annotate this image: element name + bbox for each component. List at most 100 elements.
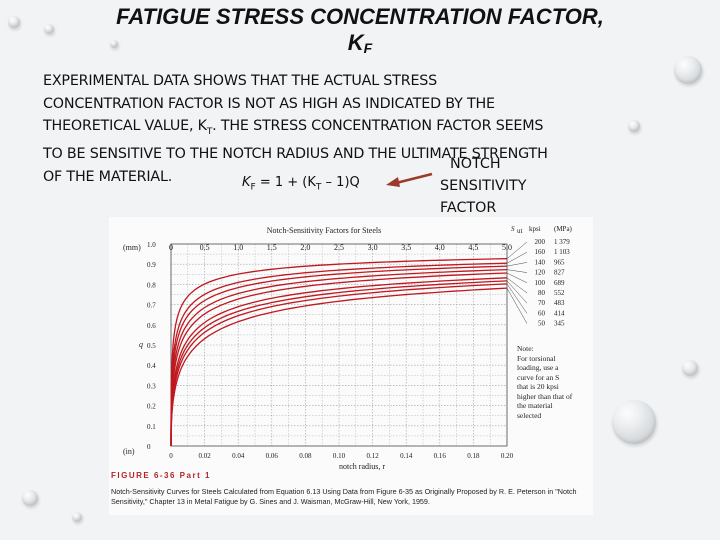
legend-kpsi: 200 [535, 238, 546, 246]
bottom-tick-labels: 0 0.02 0.04 0.06 0.08 0.10 0.12 0.14 0.16 0.18 0.2… [169, 452, 513, 460]
notch-label-line: SENSITIVITY [440, 178, 527, 194]
curve-sut-120 [170, 268, 508, 447]
legend-header-sut: S [511, 225, 515, 233]
note-line: For torsional [517, 353, 556, 363]
body-text-segment: . THE STRESS CONCENTRATION FACTOR SEEMS [212, 118, 544, 134]
note-line: Note: [517, 344, 534, 353]
formula-k: K [242, 175, 251, 190]
note-line: higher than that of [517, 391, 573, 401]
legend-header-kpsi: kpsi [529, 225, 541, 233]
top-axis-unit: (mm) [123, 243, 141, 252]
bottom-tick-label: 0 [169, 452, 173, 460]
note-line: the material [517, 401, 553, 410]
bottom-axis-unit: (in) [123, 447, 135, 456]
note-line: curve for an S [517, 372, 560, 382]
legend-kpsi: 100 [535, 279, 546, 287]
title-k: K [347, 30, 364, 55]
curve-sut-200 [170, 258, 508, 447]
top-tick-label: 3.5 [401, 243, 411, 252]
legend-kpsi: 140 [535, 258, 546, 266]
body-line: TO BE SENSITIVE TO THE NOTCH RADIUS AND … [43, 146, 548, 163]
legend-leader [506, 288, 528, 324]
water-droplet [8, 16, 20, 28]
bottom-tick-label: 0.16 [434, 452, 447, 460]
bottom-tick-label: 0.14 [400, 452, 413, 460]
body-line: EXPERIMENTAL DATA SHOWS THAT THE ACTUAL … [43, 73, 438, 89]
top-tick-label: 5.0 [502, 243, 512, 252]
bottom-tick-label: 0.12 [366, 452, 379, 460]
legend-leader [506, 272, 528, 284]
title-k-subscript: F [363, 40, 373, 56]
curve-sut-60 [170, 283, 508, 447]
title-main: FATIGUE STRESS CONCENTRATION FACTOR, [116, 4, 604, 29]
body-line: THEORETICAL VALUE, KT. THE STRESS CONCEN… [43, 115, 643, 143]
notch-sensitivity-figure: Notch-Sensitivity Factors for Steels (mm… [109, 217, 593, 515]
y-tick-label: 0.3 [147, 382, 156, 390]
legend-leader [506, 262, 528, 267]
legend-mpa: 1 103 [554, 248, 570, 256]
curve-sut-70 [170, 280, 508, 447]
y-axis-label: q [139, 340, 143, 349]
body-line: OF THE MATERIAL. [43, 168, 173, 185]
legend: 200 1 379 160 1 103 140 965 120 827 100 689 80 552 7… [506, 238, 570, 328]
y-tick-label: 0.5 [147, 342, 156, 350]
formula-t-sub: T [315, 182, 322, 193]
curve-sut-50 [170, 287, 508, 447]
note-line: loading, use a [517, 363, 559, 372]
water-droplet [628, 120, 640, 132]
water-droplet [72, 512, 82, 522]
body-text-segment: THEORETICAL VALUE, K [43, 118, 207, 134]
legend-mpa: 827 [554, 269, 565, 277]
top-tick-labels: 0 0.5 1.0 1.5 2.0 2.5 3.0 3.5 4.0 4.5 5.0 [169, 243, 512, 252]
top-tick-label: 1.5 [267, 243, 277, 252]
legend-mpa: 1 379 [554, 238, 570, 246]
legend-kpsi: 70 [538, 299, 546, 307]
figure-caption: Notch-Sensitivity Curves for Steels Calc… [111, 487, 577, 506]
body-paragraph: EXPERIMENTAL DATA SHOWS THAT THE ACTUAL … [43, 70, 643, 188]
chart-grid [170, 243, 508, 447]
bottom-tick-label: 0.06 [266, 452, 279, 460]
formula-end: – 1)Q [321, 175, 360, 190]
curve-sut-160 [170, 262, 508, 447]
x-axis-label: notch radius, r [339, 462, 385, 471]
legend-leader [506, 283, 528, 314]
y-tick-label: 0.2 [147, 403, 156, 411]
legend-leader [506, 241, 528, 259]
water-droplet [110, 40, 118, 48]
legend-kpsi: 80 [538, 289, 546, 297]
chart-title: Notch-Sensitivity Factors for Steels [267, 226, 381, 235]
water-droplet [22, 490, 38, 506]
y-tick-label: 0.9 [147, 261, 156, 269]
y-tick-label: 0 [147, 443, 151, 451]
curve-sut-100 [170, 272, 508, 447]
formula-f-sub: F [250, 182, 256, 193]
top-tick-label: 3.0 [368, 243, 378, 252]
curve-sut-140 [170, 265, 508, 447]
bottom-tick-label: 0.10 [333, 452, 346, 460]
legend-mpa: 689 [554, 279, 565, 287]
note-line: selected [517, 410, 542, 420]
top-tick-label: 4.5 [468, 243, 478, 252]
legend-mpa: 414 [554, 309, 565, 317]
kf-formula: KF = 1 + (KT – 1)Q [242, 175, 360, 193]
legend-mpa: 552 [554, 289, 565, 297]
y-tick-label: 0.1 [147, 423, 156, 431]
y-tick-label: 0.8 [147, 281, 156, 289]
torsion-note: Note: For torsional loading, use a curve… [517, 344, 591, 420]
water-droplet [674, 56, 702, 84]
curves [170, 258, 508, 447]
water-droplet [44, 24, 54, 34]
legend-kpsi: 120 [535, 269, 546, 277]
top-tick-label: 0.5 [200, 243, 210, 252]
body-line: CONCENTRATION FACTOR IS NOT AS HIGH AS I… [43, 95, 495, 112]
legend-mpa: 345 [554, 320, 565, 328]
top-tick-label: 1.0 [233, 243, 243, 252]
y-tick-labels: 1.0 0.9 0.8 0.7 0.6 0.5 0.4 0.3 0.2 0.1 0 [147, 241, 156, 451]
legend-mpa: 965 [554, 258, 565, 266]
legend-mpa: 483 [554, 299, 565, 307]
notch-label-line: NOTCH [450, 156, 501, 172]
top-tick-label: 4.0 [435, 243, 445, 252]
legend-kpsi: 60 [538, 309, 546, 317]
bottom-tick-label: 0.08 [299, 452, 312, 460]
top-tick-label: 2.5 [334, 243, 344, 252]
